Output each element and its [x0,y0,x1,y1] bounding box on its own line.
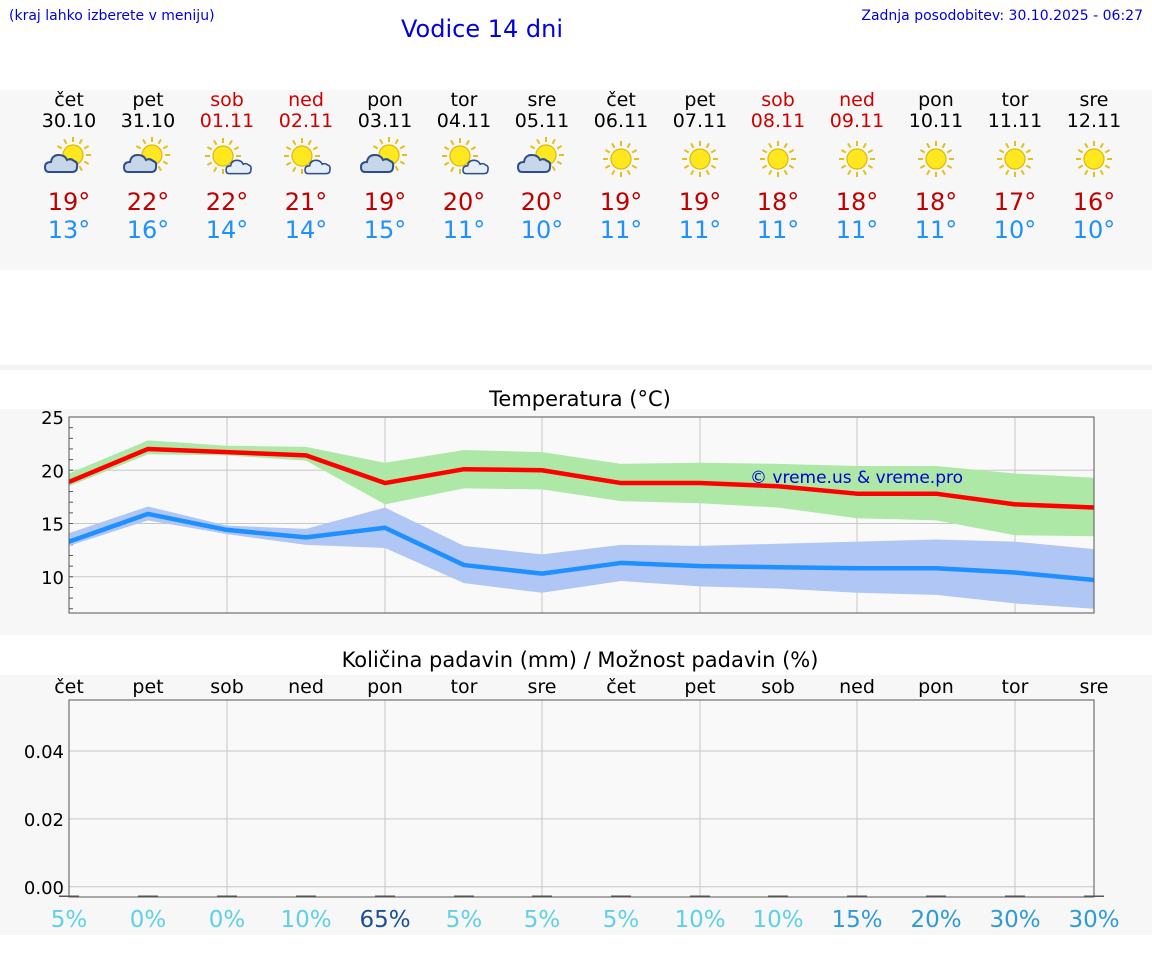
day-column: sre 05.11 20° 10° [502,90,582,244]
min-temperature: 15° [363,216,407,244]
day-name: ned [839,89,875,111]
precipitation-chart-band [0,675,1152,935]
day-date: 30.10 [41,110,97,132]
sun-icon [1067,136,1121,182]
location-hint: (kraj lahko izberete v meniju) [9,8,215,24]
last-updated: Zadnja posodobitev: 30.10.2025 - 06:27 [861,8,1143,24]
day-date: 01.11 [199,110,255,132]
page-title: Vodice 14 dni [400,15,563,43]
day-column: sre 12.11 16° 10° [1054,90,1134,244]
separator-band [0,365,1152,370]
day-date: 08.11 [750,110,806,132]
max-temperature: 16° [1072,188,1116,216]
sun-small-cloud-icon [200,136,254,182]
day-date: 09.11 [829,110,885,132]
min-temperature: 11° [442,216,486,244]
partly-cloudy-icon [121,136,175,182]
day-date: 07.11 [672,110,728,132]
day-date: 03.11 [357,110,413,132]
sun-icon [830,136,884,182]
day-column: pet 31.10 22° 16° [108,90,188,244]
sun-small-cloud-icon [279,136,333,182]
max-temperature: 18° [835,188,879,216]
day-column: čet 30.10 19° 13° [29,90,109,244]
day-column: sob 08.11 18° 11° [738,90,818,244]
max-temperature: 19° [678,188,722,216]
partly-cloudy-icon [42,136,96,182]
day-column: pon 10.11 18° 11° [896,90,976,244]
day-date: 12.11 [1066,110,1122,132]
partly-cloudy-icon [358,136,412,182]
precipitation-chart-title: Količina padavin (mm) / Možnost padavin … [341,648,819,672]
day-column: pon 03.11 19° 15° [345,90,425,244]
day-date: 06.11 [593,110,649,132]
max-temperature: 19° [47,188,91,216]
min-temperature: 11° [756,216,800,244]
day-date: 05.11 [514,110,570,132]
day-name: pon [918,89,954,111]
day-column: tor 11.11 17° 10° [975,90,1055,244]
partly-cloudy-icon [515,136,569,182]
max-temperature: 19° [599,188,643,216]
day-date: 31.10 [120,110,176,132]
min-temperature: 11° [914,216,958,244]
day-date: 11.11 [987,110,1043,132]
day-name: sre [527,89,557,111]
min-temperature: 11° [599,216,643,244]
day-name: sob [210,89,244,111]
day-name: pet [684,89,716,111]
min-temperature: 16° [126,216,170,244]
min-temperature: 14° [284,216,328,244]
min-temperature: 10° [993,216,1037,244]
day-column: pet 07.11 19° 11° [660,90,740,244]
day-column: ned 09.11 18° 11° [817,90,897,244]
max-temperature: 18° [756,188,800,216]
sun-icon [594,136,648,182]
min-temperature: 10° [520,216,564,244]
max-temperature: 21° [284,188,328,216]
max-temperature: 22° [126,188,170,216]
day-name: čet [606,89,636,111]
temperature-chart-title: Temperatura (°C) [489,387,671,411]
max-temperature: 17° [993,188,1037,216]
day-date: 02.11 [278,110,334,132]
day-name: tor [1001,89,1029,111]
max-temperature: 22° [205,188,249,216]
max-temperature: 20° [520,188,564,216]
day-name: ned [288,89,324,111]
sun-icon [909,136,963,182]
temperature-chart-band [0,409,1152,635]
day-name: sre [1079,89,1109,111]
day-column: tor 04.11 20° 11° [424,90,504,244]
day-name: pet [132,89,164,111]
sun-icon [673,136,727,182]
max-temperature: 19° [363,188,407,216]
day-name: pon [367,89,403,111]
day-date: 10.11 [908,110,964,132]
sun-icon [988,136,1042,182]
day-date: 04.11 [436,110,492,132]
day-name: tor [450,89,478,111]
day-column: ned 02.11 21° 14° [266,90,346,244]
min-temperature: 14° [205,216,249,244]
day-name: čet [54,89,84,111]
watermark: © vreme.us & vreme.pro [750,468,964,488]
min-temperature: 10° [1072,216,1116,244]
max-temperature: 20° [442,188,486,216]
day-column: sob 01.11 22° 14° [187,90,267,244]
min-temperature: 11° [678,216,722,244]
sun-small-cloud-icon [437,136,491,182]
min-temperature: 11° [835,216,879,244]
max-temperature: 18° [914,188,958,216]
day-column: čet 06.11 19° 11° [581,90,661,244]
min-temperature: 13° [47,216,91,244]
day-name: sob [761,89,795,111]
sun-icon [751,136,805,182]
forecast-days-band [0,90,1152,270]
